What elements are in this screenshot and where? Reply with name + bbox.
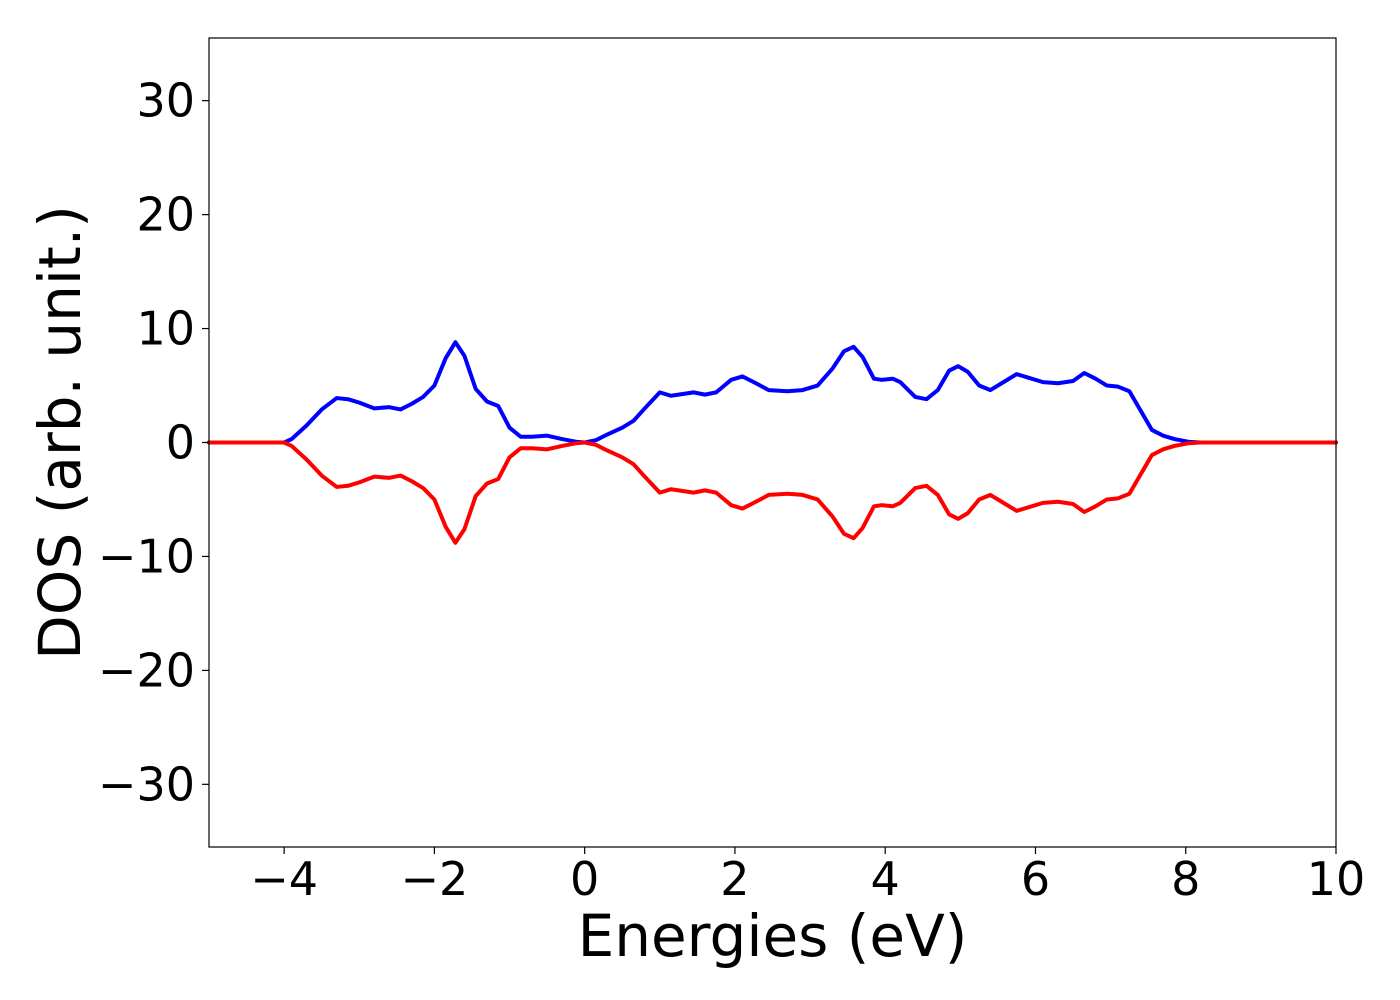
series-line-1	[207, 340, 1338, 445]
plot-series-group	[207, 340, 1338, 545]
x-tick-label: 10	[1307, 852, 1366, 906]
x-tick-label: −4	[250, 852, 318, 906]
y-axis-label: DOS (arb. unit.)	[26, 205, 94, 660]
y-tick-label: 10	[136, 302, 195, 356]
plot-frame	[208, 37, 1337, 848]
x-axis-label: Energies (eV)	[578, 902, 968, 970]
x-tick-label: 0	[570, 852, 599, 906]
y-axis-ticks: 30 20 10 0 −10 −20 −30	[98, 74, 209, 811]
x-tick-label: 8	[1171, 852, 1200, 906]
x-tick-label: −2	[400, 852, 468, 906]
y-tick-label: 30	[136, 74, 195, 128]
x-axis-ticks: −4 −2 0 2 4 6 8 10	[250, 847, 1365, 906]
y-tick-label: 20	[136, 188, 195, 242]
x-tick-label: 6	[1021, 852, 1050, 906]
y-tick-label: −10	[98, 529, 195, 583]
y-tick-label: −30	[98, 757, 195, 811]
x-tick-label: 4	[871, 852, 900, 906]
y-tick-label: −20	[98, 643, 195, 697]
series-line-2	[207, 440, 1338, 545]
y-tick-label: 0	[166, 416, 195, 470]
x-tick-label: 2	[720, 852, 749, 906]
